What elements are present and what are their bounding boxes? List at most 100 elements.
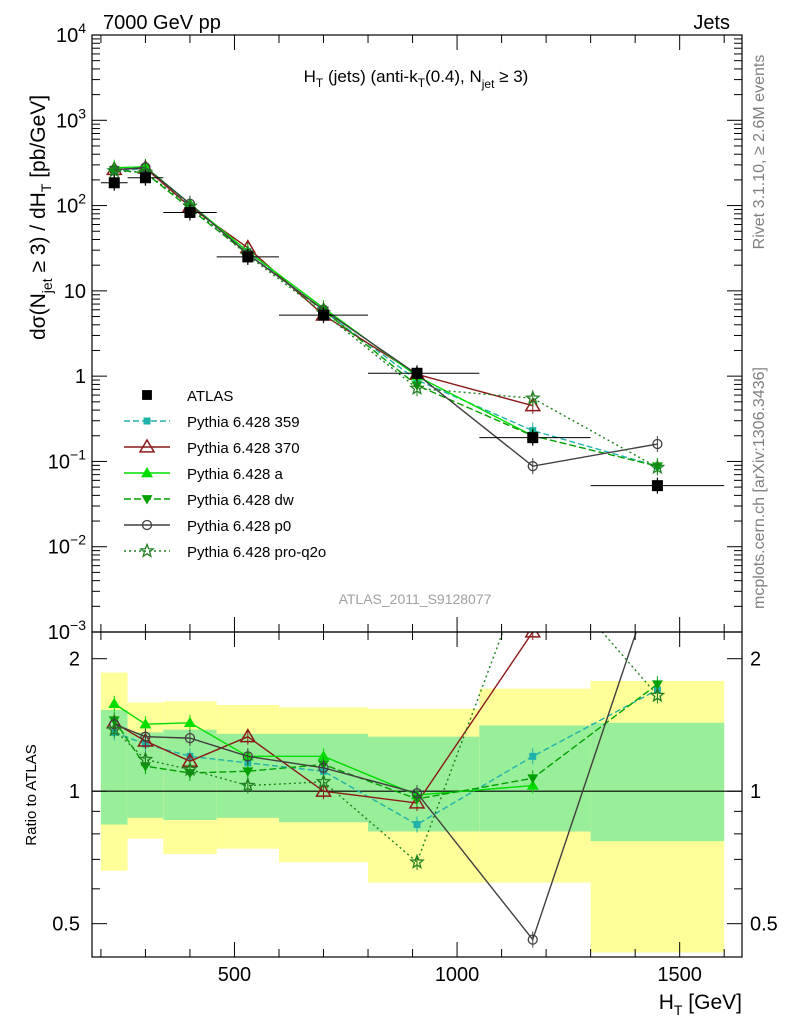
y-tick-exp: −1 [70, 446, 86, 462]
series-5-main-point [409, 380, 425, 396]
series-5-ratio-point [182, 761, 198, 777]
legend-label: Pythia 6.428 pro-q2o [187, 544, 326, 561]
series-5-main-point [524, 389, 541, 405]
y-tick-label: 10−1 [48, 446, 86, 473]
series-2-ratio-point [317, 750, 330, 761]
y-tick-exp: 3 [78, 105, 86, 121]
series-3-ratio-point [651, 680, 663, 690]
atlas-point [527, 432, 539, 444]
y-tick-base: 10 [48, 622, 70, 644]
main-panel-series [100, 158, 725, 494]
band-green-bin [368, 736, 480, 832]
series-5-main-point [106, 162, 123, 178]
legend-marker [141, 495, 153, 505]
series-1-main-line [114, 167, 533, 407]
series-4-main-line [114, 166, 658, 467]
legend-entry: Pythia 6.428 p0 [124, 518, 291, 535]
series-1-ratio-point [315, 782, 332, 797]
beam-energy-label: 7000 GeV pp [103, 12, 221, 34]
series-4-ratio-point [318, 762, 329, 773]
y-tick-label: 102 [56, 191, 86, 218]
y-tick-label: 10 [64, 281, 86, 303]
series-5-main-point [649, 459, 666, 475]
legend-marker [141, 467, 153, 478]
y-tick-exp: 2 [78, 191, 86, 207]
series-2-ratio-point [108, 697, 121, 708]
series-5-ratio-point [527, 545, 539, 557]
atlas-point [411, 367, 423, 379]
series-2-ratio-point [183, 716, 196, 728]
title-tail: (0.4), N [425, 67, 482, 86]
series-4-ratio-point [184, 732, 196, 744]
y-tick-label: 1 [75, 366, 86, 388]
y-axis-title: dσ(Njet ≥ 3) / dHT [pb/GeV] [27, 95, 55, 340]
legend-marker [141, 519, 153, 531]
series-4-ratio-point [411, 787, 423, 799]
legend-entry: Pythia 6.428 359 [124, 414, 300, 431]
title-main: H [304, 67, 316, 86]
series-5-ratio-point [106, 721, 123, 737]
atlas-point [139, 172, 151, 184]
ratio-uncertainty-bands [92, 672, 742, 953]
ratio-y-tick-label-right: 2 [750, 649, 761, 671]
series-1-ratio-point [524, 632, 542, 638]
atlas-point [651, 480, 663, 492]
title-tail-sub: jet [481, 77, 495, 91]
ratio-panel-series [105, 545, 666, 948]
x-axis-title: HT [GeV] [659, 991, 742, 1018]
ratio-y-tick-label-left: 1 [69, 781, 80, 803]
band-green-bin [590, 722, 725, 842]
legend-marker [139, 542, 155, 558]
series-4-ratio-point [653, 564, 662, 573]
y-tick-base: 10 [56, 110, 78, 132]
atlas-point [242, 251, 254, 263]
ylabel-a-sub: jet [39, 278, 55, 294]
series-0-ratio-point [413, 821, 421, 829]
title-end: ≥ 3) [494, 67, 528, 86]
ratio-y-tick-label-right: 0.5 [750, 914, 778, 936]
y-tick-base: 1 [75, 366, 86, 388]
y-tick-exp: −2 [70, 532, 86, 548]
series-4-main-point [527, 461, 538, 472]
y-tick-exp: −3 [70, 617, 86, 633]
legend: ATLAS Pythia 6.428 359 Pythia 6.428 370 Pyt… [124, 388, 326, 561]
y-tick-exp: 4 [78, 20, 86, 36]
ylabel-b: ≥ 3) / dH [27, 192, 50, 278]
atlas-point [318, 309, 330, 321]
observable-group-label: Jets [693, 12, 730, 34]
mcplots-reference-label: mcplots.cern.ch [arXiv:1306.3436] [751, 367, 768, 609]
legend-label: Pythia 6.428 359 [187, 414, 300, 431]
series-4-ratio-point [140, 731, 151, 742]
legend-label: Pythia 6.428 370 [187, 440, 300, 457]
y-tick-label: 104 [56, 20, 86, 47]
series-3-ratio-point [527, 774, 539, 784]
series-5-ratio-point [137, 751, 154, 767]
atlas-point [184, 206, 196, 218]
xlabel-sub: T [674, 1002, 683, 1018]
series-5-ratio-point [409, 853, 425, 869]
main-panel-frame [91, 34, 743, 633]
legend-entry: Pythia 6.428 dw [124, 492, 294, 509]
chart-title: HT (jets) (anti-kT(0.4), Njet ≥ 3) [304, 67, 529, 91]
legend-entry: Pythia 6.428 370 [124, 438, 300, 457]
y-tick-label: 103 [56, 105, 86, 132]
series-5-ratio-line [113, 632, 658, 864]
series-5-ratio-point [649, 687, 666, 703]
legend-entry: ATLAS [142, 388, 233, 405]
legend-label: Pythia 6.428 dw [187, 492, 294, 509]
y-tick-base: 10 [48, 537, 70, 559]
ylabel-a: dσ(N [27, 293, 50, 340]
x-tick-label: 1500 [657, 964, 702, 986]
ratio-y-tick-label-right: 1 [750, 781, 761, 803]
rivet-version-label: Rivet 3.1.10, ≥ 2.6M events [751, 55, 768, 250]
series-4-main-point [652, 438, 663, 450]
y-tick-label: 10−2 [48, 532, 86, 559]
y-tick-base: 10 [64, 281, 86, 303]
series-3-ratio-line [113, 683, 658, 800]
legend-entry: Pythia 6.428 a [124, 466, 284, 483]
y-tick-base: 10 [48, 451, 70, 473]
legend-marker [138, 438, 156, 453]
series-4-ratio-point [527, 934, 538, 945]
